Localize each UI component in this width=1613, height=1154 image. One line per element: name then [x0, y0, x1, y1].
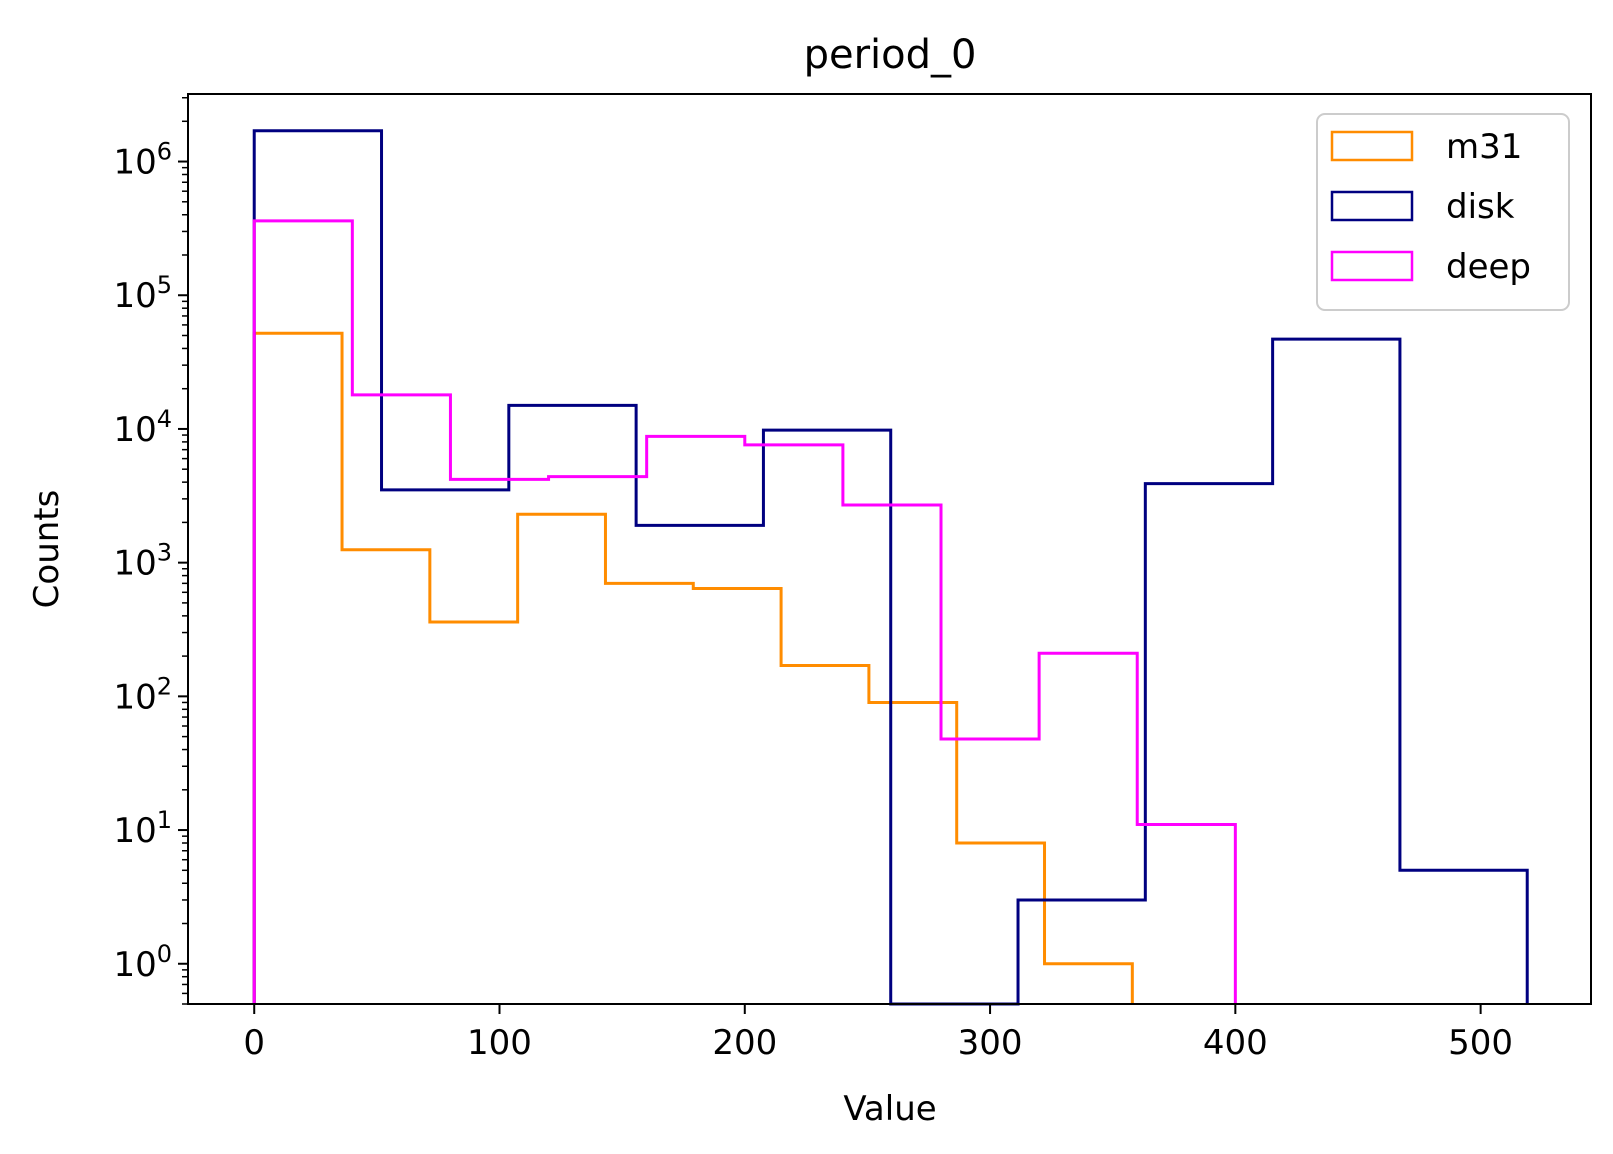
y-axis: 100 101 102 103 104 105 106	[113, 96, 188, 1005]
series-disk-step	[252, 129, 1529, 1006]
y-tick-label: 102	[113, 672, 172, 717]
x-axis-label: Value	[843, 1089, 936, 1129]
x-tick-label: 100	[467, 1023, 532, 1063]
x-tick-label: 300	[958, 1023, 1023, 1063]
series-m31-step	[252, 331, 1134, 1004]
x-tick-label: 0	[243, 1023, 265, 1063]
legend: m31 disk deep	[1316, 113, 1570, 311]
y-axis-label: Counts	[27, 490, 67, 609]
x-axis: 0 100 200 300 400 500	[243, 1004, 1513, 1063]
series-layer	[252, 129, 1529, 1006]
legend-swatch-m31	[1330, 130, 1414, 162]
legend-box	[1316, 113, 1570, 311]
y-tick-label: 100	[113, 940, 172, 985]
chart-title: period_0	[804, 32, 977, 78]
legend-swatch-disk	[1330, 190, 1414, 222]
legend-swatch-deep	[1330, 250, 1414, 282]
y-tick-label: 105	[113, 271, 172, 316]
series-deep-step	[252, 219, 1237, 1004]
x-tick-label: 500	[1448, 1023, 1513, 1063]
legend-label-disk: disk	[1446, 187, 1515, 227]
x-tick-label: 200	[712, 1023, 777, 1063]
legend-items: m31 disk deep	[1330, 127, 1531, 287]
legend-label-deep: deep	[1446, 247, 1531, 287]
axes-frame	[187, 93, 1592, 1005]
x-tick-label: 400	[1203, 1023, 1268, 1063]
legend-label-m31: m31	[1446, 127, 1522, 167]
y-tick-label: 106	[113, 138, 172, 183]
plot-area	[252, 129, 1529, 1006]
y-tick-label: 103	[113, 539, 172, 584]
y-tick-label: 101	[113, 806, 172, 851]
y-tick-label: 104	[113, 405, 172, 450]
